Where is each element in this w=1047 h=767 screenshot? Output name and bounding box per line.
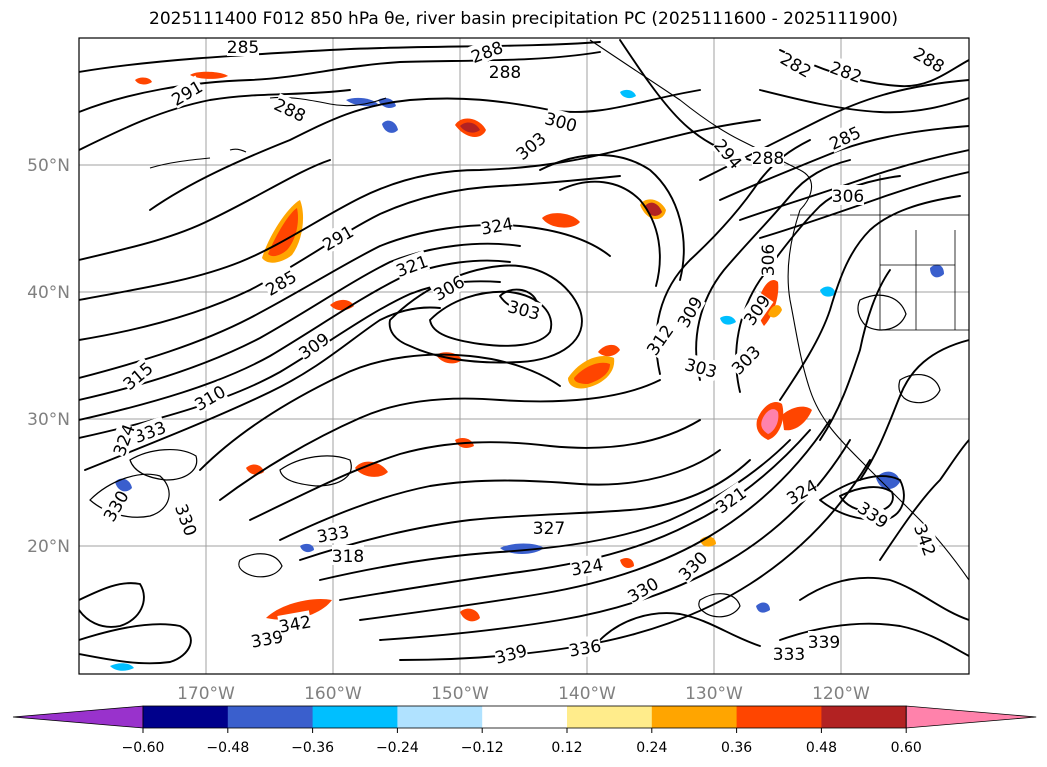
- contour-label-bg: [711, 481, 750, 517]
- colorbar-segment: [227, 706, 314, 728]
- colorbar-tick-label: −0.24: [376, 740, 419, 756]
- contour-label-bg: [641, 320, 677, 359]
- contour-label-bg: [726, 340, 764, 378]
- contour-label-bg: [261, 265, 300, 299]
- lon-label-140w: 140°W: [558, 684, 616, 704]
- contour-label-bg: [332, 545, 364, 565]
- colorbar-tick-label: −0.48: [206, 740, 249, 756]
- contour-label-bg: [468, 38, 506, 66]
- contour-label-bg: [131, 416, 169, 446]
- colorbar-segment: [821, 706, 907, 728]
- colorbar-segment: [312, 706, 398, 728]
- contour-label-bg: [673, 546, 711, 584]
- colorbar-segment: [651, 706, 738, 728]
- contour-label-bg: [511, 127, 550, 164]
- contour-label-bg: [752, 147, 784, 167]
- colorbar-tick-label: −0.60: [122, 740, 165, 756]
- contour-label-bg: [318, 220, 357, 254]
- contour-label-bg: [672, 292, 706, 331]
- contour-label-bg: [393, 250, 431, 280]
- latitude-labels: 50°N 40°N 30°N 20°N: [27, 156, 70, 557]
- contour-label-bg: [623, 572, 662, 606]
- contour-label-bg: [315, 520, 351, 546]
- contour-label-bg: [227, 38, 259, 56]
- lon-label-120w: 120°W: [812, 684, 870, 704]
- lon-label-160w: 160°W: [304, 684, 362, 704]
- map-title: 2025111400 F012 850 hPa θe, river basin …: [149, 9, 898, 29]
- colorbar: −0.60 −0.48 −0.36 −0.24 −0.12 0.12 0.24 0.36 0.4…: [12, 705, 1037, 756]
- contour-label-bg: [492, 639, 529, 667]
- colorbar-tick-label: 0.60: [891, 740, 922, 756]
- contour-label: 288: [752, 149, 784, 169]
- colorbar-tick-label: −0.12: [461, 740, 504, 756]
- contour-label: 288: [489, 63, 521, 83]
- lat-label-20: 20°N: [27, 537, 70, 557]
- lat-label-50: 50°N: [27, 156, 70, 176]
- colorbar-tick-label: 0.36: [721, 740, 752, 756]
- contour-label-bg: [506, 295, 543, 323]
- lon-label-150w: 150°W: [431, 684, 489, 704]
- precipitation-shading: [110, 71, 944, 671]
- colorbar-extend-min: [12, 705, 144, 729]
- contour-label-bg: [827, 56, 865, 86]
- contour-label-bg: [569, 553, 605, 579]
- colorbar-segment: [143, 706, 229, 728]
- lat-label-40: 40°N: [27, 283, 70, 303]
- contour-label-bg: [118, 357, 157, 394]
- contour-label-bg: [167, 75, 206, 109]
- lon-label-170w: 170°W: [177, 684, 235, 704]
- colorbar-segment: [736, 706, 822, 728]
- colorbar-tick-label: 0.12: [551, 740, 582, 756]
- contour-label-bg: [832, 185, 864, 205]
- contour-label-bg: [773, 643, 805, 663]
- contour-label-bg: [429, 270, 468, 304]
- contour-label-bg: [710, 134, 747, 173]
- contour-label-bg: [98, 486, 132, 525]
- contour-label-bg: [277, 610, 313, 636]
- lat-label-30: 30°N: [27, 410, 70, 430]
- contour-label: 327: [533, 519, 565, 539]
- plot-frame: [78, 37, 970, 675]
- colorbar-tick-label: −0.36: [291, 740, 334, 756]
- contour-label-bg: [190, 380, 229, 414]
- contour-label: 333: [773, 645, 805, 665]
- contour-label: 306: [832, 187, 864, 207]
- contour-label-bg: [479, 212, 515, 238]
- colorbar-segment: [567, 706, 653, 728]
- contour-label-bg: [808, 631, 840, 651]
- contour-label-bg: [543, 107, 580, 135]
- lon-label-130w: 130°W: [685, 684, 743, 704]
- contour-label-bg: [782, 474, 821, 508]
- contour-label-bg: [757, 244, 777, 276]
- contour-label-bg: [567, 634, 603, 660]
- colorbar-segment: [482, 706, 568, 728]
- contour-label: 285: [227, 38, 259, 58]
- colorbar-segment: [397, 706, 483, 728]
- contour-label-bg: [108, 421, 138, 459]
- contour-label: 318: [332, 547, 364, 567]
- contour-label-bg: [683, 353, 720, 381]
- colorbar-extend-max: [905, 705, 1037, 729]
- colorbar-tick-label: 0.48: [806, 740, 837, 756]
- contour-label-bg: [489, 61, 521, 81]
- contour-label-bg: [533, 517, 565, 537]
- contour-label-bg: [825, 121, 864, 153]
- contour-label-bg: [738, 290, 774, 329]
- contour-label: 339: [808, 633, 840, 653]
- longitude-labels: 170°W 160°W 150°W 140°W 130°W 120°W: [177, 684, 870, 704]
- contour-label-bg: [249, 625, 285, 651]
- colorbar-tick-label: 0.24: [636, 740, 667, 756]
- colorbar-outline: [142, 705, 907, 729]
- contour-label-bg: [294, 327, 333, 363]
- contour-label: 306: [759, 244, 779, 276]
- contour-label-bg: [910, 42, 949, 76]
- contour-label-bg: [271, 93, 310, 125]
- contour-label-bg: [911, 521, 941, 559]
- contour-label-bg: [172, 501, 202, 539]
- contour-label-bg: [854, 496, 893, 532]
- contour-label-bg: [777, 47, 816, 81]
